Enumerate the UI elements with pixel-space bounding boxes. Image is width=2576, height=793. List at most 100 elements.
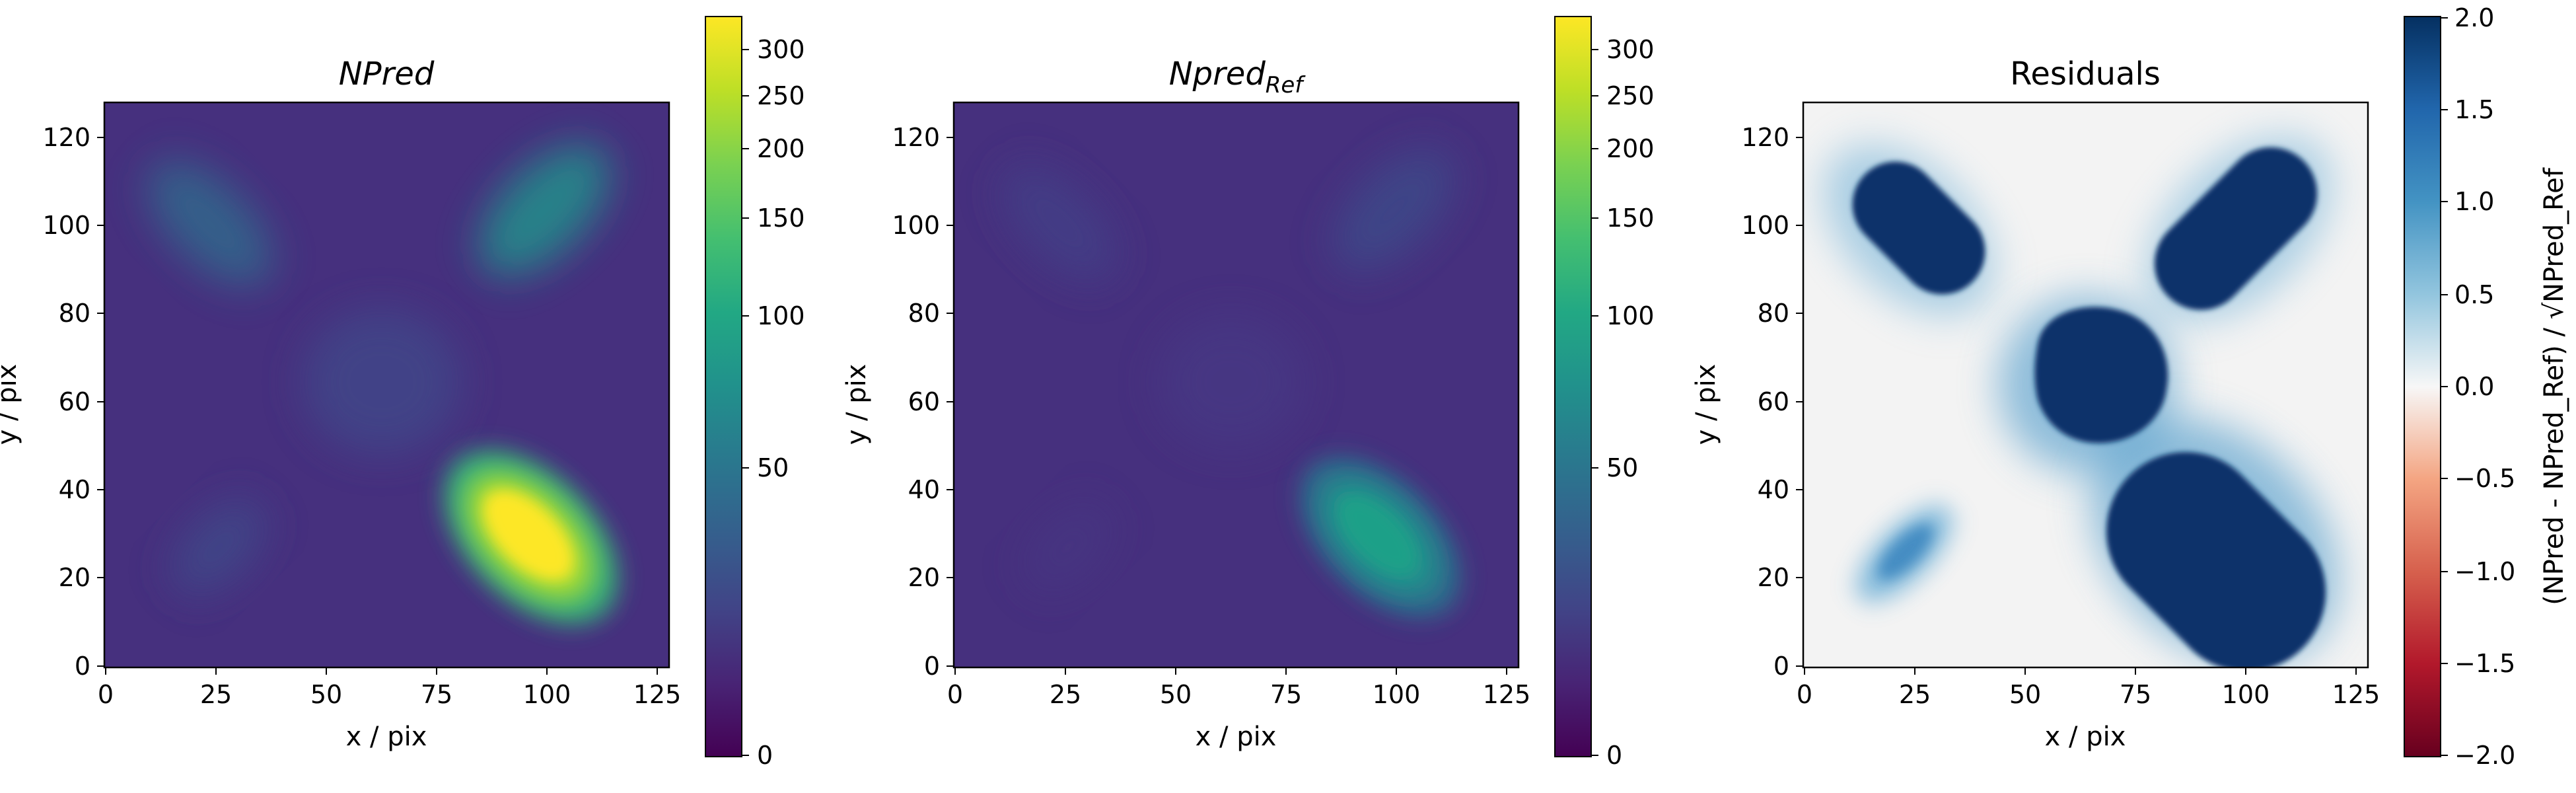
y-tick-label: 120 bbox=[892, 123, 940, 152]
colorbar: −2.0 −1.5 −1.0 −0.5 0.0 0.5 1.0 1.5 2.0 … bbox=[2404, 3, 2569, 770]
source-blob bbox=[478, 144, 610, 276]
x-axis: 0 25 50 75 100 125 x / pix bbox=[98, 667, 681, 752]
colorbar-tick-label: 250 bbox=[1606, 81, 1655, 110]
colorbar: 0 50 100 150 200 250 300 bbox=[1554, 16, 1655, 770]
y-tick-label: 20 bbox=[908, 563, 940, 592]
source-core bbox=[1852, 161, 1986, 295]
x-tick-label: 0 bbox=[98, 680, 114, 709]
x-tick-label: 50 bbox=[310, 680, 342, 709]
panel-title: NPred bbox=[339, 56, 435, 93]
x-tick-label: 25 bbox=[1050, 680, 1081, 709]
y-tick-label: 60 bbox=[908, 387, 940, 416]
x-axis-label: x / pix bbox=[1196, 722, 1277, 752]
colorbar-tick-label: 100 bbox=[757, 301, 805, 330]
x-tick-label: 0 bbox=[947, 680, 963, 709]
source-blob bbox=[1333, 149, 1454, 271]
y-tick-label: 0 bbox=[75, 652, 90, 681]
colorbar-tick-label: −2.0 bbox=[2454, 741, 2515, 770]
source-core bbox=[2034, 307, 2168, 443]
x-tick-label: 75 bbox=[421, 680, 452, 709]
y-tick-label: 100 bbox=[1741, 211, 1789, 240]
plot-frame bbox=[952, 101, 1520, 669]
x-tick-label: 100 bbox=[2222, 680, 2270, 709]
colorbar-label: (NPred - NPred_Ref) / √NPred_Ref bbox=[2539, 167, 2569, 605]
source-blob bbox=[172, 500, 266, 594]
y-tick-label: 100 bbox=[892, 211, 940, 240]
y-tick-label: 60 bbox=[1758, 387, 1789, 416]
x-tick-label: 25 bbox=[1899, 680, 1931, 709]
source-core bbox=[2106, 452, 2326, 667]
colorbar-tick-label: 200 bbox=[757, 134, 805, 163]
colorbar-tick-label: 0 bbox=[1606, 741, 1622, 770]
panel-residuals: Residuals 0 25 50 75 bbox=[1691, 3, 2569, 770]
plot-frame bbox=[103, 101, 670, 669]
y-tick-label: 40 bbox=[908, 475, 940, 504]
x-tick-label: 0 bbox=[1797, 680, 1812, 709]
source-blob bbox=[303, 309, 461, 455]
colorbar-tick-label: 0.0 bbox=[2454, 372, 2494, 401]
y-axis: 0 20 40 60 80 100 120 y / pix bbox=[841, 123, 954, 681]
y-tick-label: 120 bbox=[1741, 123, 1789, 152]
colorbar-tick-label: 1.5 bbox=[2454, 95, 2494, 124]
y-tick-label: 80 bbox=[1758, 299, 1789, 328]
colorbar-tick-label: −0.5 bbox=[2454, 464, 2515, 493]
heatmap-image bbox=[1803, 102, 2368, 667]
source-blob bbox=[1002, 166, 1117, 281]
x-axis-label: x / pix bbox=[346, 722, 427, 752]
y-tick-label: 120 bbox=[42, 123, 90, 152]
x-tick-label: 125 bbox=[633, 680, 682, 709]
colorbar-tick-label: 1.0 bbox=[2454, 187, 2494, 216]
colorbar-tick-label: 300 bbox=[757, 35, 805, 64]
y-axis-label: y / pix bbox=[0, 364, 22, 445]
x-tick-label: 75 bbox=[1270, 680, 1302, 709]
x-axis: 0 25 50 75 100 125 x / pix bbox=[947, 667, 1530, 752]
y-tick-label: 20 bbox=[59, 563, 90, 592]
y-tick-label: 0 bbox=[924, 652, 940, 681]
source-blob bbox=[483, 490, 574, 581]
x-tick-label: 50 bbox=[2009, 680, 2041, 709]
heatmap-image bbox=[954, 102, 1519, 667]
y-tick-label: 20 bbox=[1758, 563, 1789, 592]
colorbar-tick-label: 0 bbox=[757, 741, 773, 770]
source-core bbox=[2154, 147, 2318, 311]
x-axis: 0 25 50 75 100 125 x / pix bbox=[1797, 667, 2380, 752]
colorbar-tick-label: 50 bbox=[757, 453, 789, 482]
colorbar-tick-label: 300 bbox=[1606, 35, 1655, 64]
y-axis: 0 20 40 60 80 100 120 y / pix bbox=[0, 123, 104, 681]
colorbar-tick-label: 200 bbox=[1606, 134, 1655, 163]
x-tick-label: 100 bbox=[1373, 680, 1421, 709]
y-axis-label: y / pix bbox=[841, 364, 872, 445]
colorbar-tick-label: 150 bbox=[757, 204, 805, 233]
colorbar-tick-label: 100 bbox=[1606, 301, 1655, 330]
colorbar-tick-label: 2.0 bbox=[2454, 3, 2494, 32]
colorbar-tick-label: −1.5 bbox=[2454, 649, 2515, 678]
y-tick-label: 80 bbox=[908, 299, 940, 328]
colorbar: 0 50 100 150 200 250 300 bbox=[705, 16, 805, 770]
heatmap-image bbox=[104, 102, 669, 667]
source-blob bbox=[1878, 524, 1933, 580]
panel-npred: NPred 0 25 50 75 100 125 x / pi bbox=[0, 16, 805, 770]
colorbar-tick-label: 50 bbox=[1606, 453, 1638, 482]
colorbar-tick-label: 250 bbox=[757, 81, 805, 110]
source-blob bbox=[147, 161, 273, 286]
panel-title: Residuals bbox=[2010, 56, 2161, 93]
x-tick-label: 125 bbox=[2332, 680, 2380, 709]
x-tick-label: 75 bbox=[2120, 680, 2151, 709]
y-axis-label: y / pix bbox=[1691, 364, 1721, 445]
source-blob bbox=[1338, 496, 1417, 575]
x-tick-label: 100 bbox=[523, 680, 571, 709]
source-blob bbox=[1025, 504, 1111, 590]
x-axis-label: x / pix bbox=[2045, 722, 2126, 752]
x-tick-label: 125 bbox=[1483, 680, 1531, 709]
y-tick-label: 60 bbox=[59, 387, 90, 416]
panel-npred-ref: NpredRef 0 25 50 75 100 125 x / pix bbox=[841, 16, 1655, 770]
plot-frame bbox=[1802, 101, 2369, 669]
colorbar-tick-label: −1.0 bbox=[2454, 557, 2515, 586]
y-tick-label: 40 bbox=[1758, 475, 1789, 504]
y-tick-label: 100 bbox=[42, 211, 90, 240]
colorbar-gradient bbox=[2404, 16, 2441, 757]
colorbar-gradient bbox=[1554, 16, 1592, 757]
x-tick-label: 25 bbox=[200, 680, 232, 709]
y-tick-label: 80 bbox=[59, 299, 90, 328]
